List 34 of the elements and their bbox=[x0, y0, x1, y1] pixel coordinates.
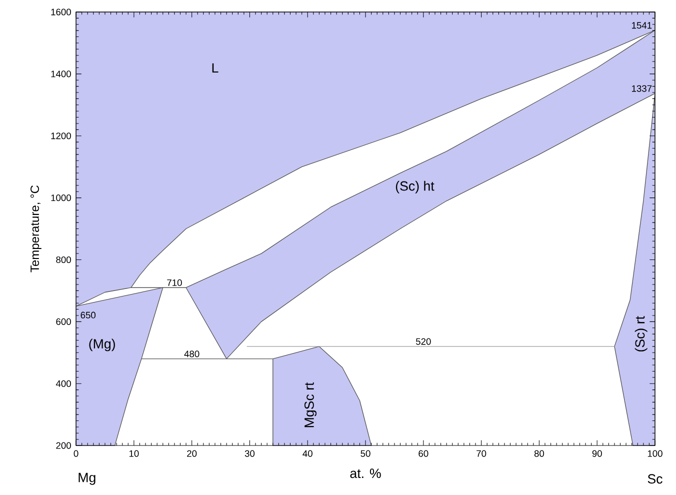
annotation: (Mg) bbox=[89, 338, 115, 352]
annotation: 520 bbox=[416, 338, 431, 346]
x-tick-label: 80 bbox=[534, 450, 544, 458]
x-tick-label: 90 bbox=[592, 450, 602, 458]
y-axis-title: Temperature, °C bbox=[30, 186, 42, 272]
x-tick-label: 30 bbox=[244, 450, 255, 458]
annotation: (Sc) rt bbox=[634, 316, 648, 352]
text: Mg bbox=[78, 473, 96, 486]
annotation: 1337 bbox=[632, 85, 652, 92]
x-tick-label: 20 bbox=[187, 450, 197, 458]
x-tick-label: 0 bbox=[74, 450, 78, 458]
annotation: MgSc rt bbox=[304, 382, 317, 428]
y-tick-label: 400 bbox=[56, 380, 71, 388]
annotation: 1541 bbox=[632, 22, 652, 29]
x-tick-label: 40 bbox=[302, 450, 312, 458]
annotation: 480 bbox=[184, 350, 200, 358]
x-tick-label: 70 bbox=[476, 450, 486, 458]
y-tick-label: 200 bbox=[56, 442, 71, 450]
annotation: L bbox=[212, 64, 218, 73]
y-tick-label: 1000 bbox=[51, 194, 71, 202]
x-tick-label: 100 bbox=[648, 450, 662, 458]
x-tick-label: 60 bbox=[418, 450, 428, 458]
annotation: (Sc) ht bbox=[396, 181, 434, 194]
y-tick-label: 1600 bbox=[51, 8, 71, 16]
y-tick-label: 800 bbox=[56, 256, 71, 264]
y-tick-label: 1200 bbox=[51, 132, 71, 140]
annotation: 710 bbox=[167, 280, 182, 286]
annotation: 650 bbox=[80, 312, 96, 319]
x-axis-title: at. % bbox=[350, 468, 381, 478]
y-tick-label: 600 bbox=[56, 318, 71, 326]
x-tick-label: 50 bbox=[360, 450, 370, 458]
x-tick-label: 10 bbox=[129, 450, 139, 458]
text: Sc bbox=[648, 474, 662, 484]
y-tick-label: 1400 bbox=[51, 70, 71, 78]
